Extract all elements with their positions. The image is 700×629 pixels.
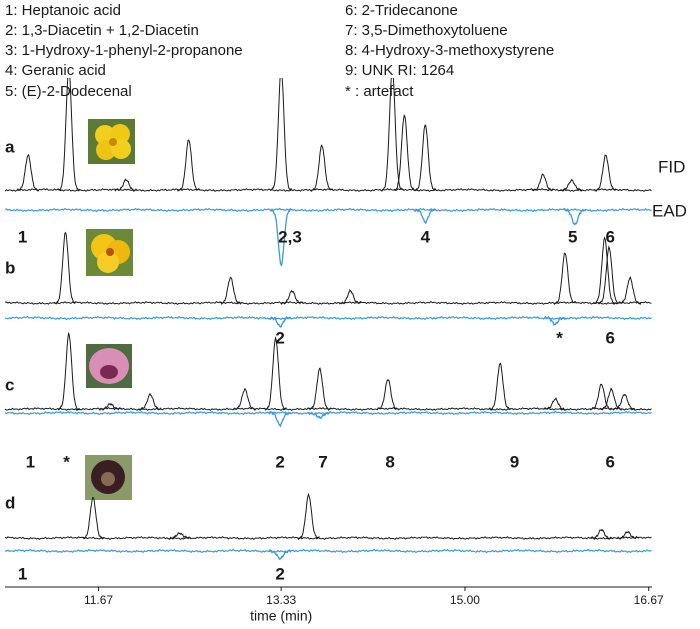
peak-label: 4 bbox=[421, 227, 431, 246]
peak-label: 5 bbox=[568, 227, 577, 246]
fid-baseline bbox=[4, 188, 652, 193]
panel-letter: b bbox=[5, 258, 15, 277]
peak-label: 6 bbox=[605, 227, 614, 246]
fid-peak bbox=[264, 336, 287, 411]
peak-label: 6 bbox=[605, 452, 614, 471]
peak-label: 2 bbox=[275, 564, 284, 583]
fid-peak bbox=[488, 362, 512, 411]
legend-item: 2: 1,3-Diacetin + 1,2-Diacetin bbox=[5, 22, 199, 39]
ead-dip bbox=[307, 410, 331, 420]
legend-item: 1: Heptanoic acid bbox=[5, 2, 121, 19]
peak-label: 7 bbox=[318, 452, 327, 471]
panel-letter: c bbox=[5, 375, 14, 394]
fid-peak bbox=[531, 173, 554, 192]
x-tick-label: 13.33 bbox=[266, 593, 296, 607]
legend-item: 3: 1-Hydroxy-1-phenyl-2-propanone bbox=[5, 42, 243, 59]
ead-dip bbox=[563, 208, 587, 226]
x-tick-label: 15.00 bbox=[450, 593, 480, 607]
fid-peak bbox=[219, 276, 242, 305]
fid-peak bbox=[553, 252, 577, 305]
fid-peak bbox=[376, 379, 400, 411]
legend-item: * : artefact bbox=[345, 83, 414, 100]
peak-label: 1 bbox=[18, 564, 27, 583]
fid-peak bbox=[338, 288, 362, 305]
legend-item: 9: UNK RI: 1264 bbox=[345, 62, 454, 79]
fid-peak bbox=[308, 367, 331, 412]
ead-dip bbox=[269, 207, 293, 267]
fid-peak bbox=[413, 124, 437, 192]
fid-peak bbox=[589, 383, 613, 411]
panel bbox=[4, 492, 652, 561]
peak-label: 1 bbox=[26, 452, 35, 471]
fid-baseline bbox=[4, 300, 652, 306]
fid-peak bbox=[16, 153, 40, 192]
peak-label: 9 bbox=[510, 452, 519, 471]
legend-item: 7: 3,5-Dimethoxytoluene bbox=[345, 22, 508, 39]
fid-peak bbox=[380, 78, 404, 192]
legend-item: 4: Geranic acid bbox=[5, 62, 106, 79]
fid-peak bbox=[81, 496, 105, 540]
fid-peak bbox=[99, 402, 122, 411]
fid-peak bbox=[618, 275, 642, 305]
flower-photo bbox=[86, 344, 132, 388]
fid-peak bbox=[233, 388, 257, 411]
flower-photo bbox=[88, 119, 135, 164]
panel-letter: a bbox=[5, 137, 15, 156]
legend: 1: Heptanoic acid 2: 1,3-Diacetin + 1,2-… bbox=[5, 2, 554, 100]
ead-dip bbox=[414, 208, 437, 225]
fid-peak bbox=[57, 331, 80, 411]
fid-peak bbox=[310, 144, 334, 192]
peak-label: 2,3 bbox=[278, 227, 302, 246]
ead-dip bbox=[543, 315, 567, 327]
fid-peak bbox=[53, 231, 77, 305]
fid-peak bbox=[168, 531, 192, 541]
ead-dip bbox=[268, 315, 292, 329]
fid-peak bbox=[114, 178, 138, 193]
panel bbox=[4, 78, 652, 267]
ead-baseline bbox=[4, 548, 652, 554]
ead-baseline bbox=[4, 207, 652, 213]
peak-label: 2 bbox=[275, 328, 284, 347]
fid-peak bbox=[612, 393, 636, 411]
fid-peak bbox=[138, 392, 162, 411]
fid-peak bbox=[297, 492, 320, 541]
ead-dip bbox=[268, 410, 292, 428]
fid-peak bbox=[269, 78, 293, 191]
trace-label: FID bbox=[658, 157, 685, 176]
legend-item: 8: 4-Hydroxy-3-methoxystyrene bbox=[345, 42, 554, 59]
x-tick-label: 11.67 bbox=[84, 593, 113, 607]
trace-label: EAD bbox=[652, 201, 687, 220]
fid-baseline bbox=[4, 536, 652, 541]
peak-label: * bbox=[63, 452, 70, 471]
panel bbox=[4, 231, 652, 329]
ead-baseline bbox=[4, 315, 652, 321]
fid-peak bbox=[57, 78, 80, 192]
fid-peak bbox=[597, 245, 621, 305]
x-tick-label: 16.67 bbox=[634, 593, 664, 607]
peak-label: 6 bbox=[605, 328, 614, 347]
legend-item: 5: (E)-2-Dodecenal bbox=[5, 83, 132, 100]
peak-label: 2 bbox=[275, 452, 284, 471]
peak-label: * bbox=[556, 328, 563, 347]
panel-letter: d bbox=[5, 493, 15, 512]
fid-peak bbox=[543, 397, 567, 411]
fid-peak bbox=[616, 531, 640, 540]
ead-dip bbox=[268, 549, 292, 561]
peak-label: 1 bbox=[18, 227, 27, 246]
fid-peak bbox=[280, 289, 304, 305]
fid-peak bbox=[392, 114, 416, 192]
fid-peak bbox=[560, 178, 583, 192]
fid-peak bbox=[594, 154, 617, 192]
x-axis-label: time (min) bbox=[250, 608, 312, 624]
plot-area: a 1 2,3 4 5 6 b 2 * 6 c 1 * 2 7 8 9 6 d 1 2 11.67 13.33 15.00 16… bbox=[4, 78, 664, 624]
panel bbox=[4, 331, 652, 428]
flower-photo bbox=[86, 229, 133, 276]
fid-peak bbox=[593, 236, 616, 305]
fid-peak bbox=[590, 528, 613, 540]
legend-item: 6: 2-Tridecanone bbox=[345, 2, 458, 19]
flower-photo bbox=[85, 455, 132, 500]
peak-label: 8 bbox=[385, 452, 394, 471]
fid-peak bbox=[177, 139, 201, 192]
